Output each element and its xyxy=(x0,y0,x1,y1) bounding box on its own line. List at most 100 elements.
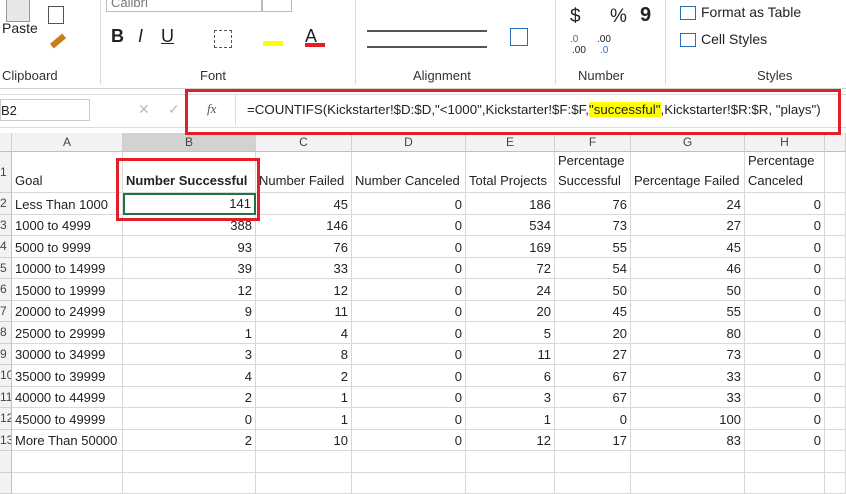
column-header: C xyxy=(256,133,352,152)
header-cell: Total Projects xyxy=(466,152,555,193)
cell: 1 xyxy=(466,408,555,430)
cell: 76 xyxy=(555,193,631,215)
cell xyxy=(825,215,846,237)
cell: 3 xyxy=(123,344,256,366)
cell: 93 xyxy=(123,236,256,258)
italic-button[interactable]: I xyxy=(138,26,143,47)
cell: 40000 to 44999 xyxy=(12,387,123,409)
cell: 10000 to 14999 xyxy=(12,258,123,280)
cell: 27 xyxy=(631,215,745,237)
row-header: 5 xyxy=(0,258,12,280)
cell xyxy=(825,236,846,258)
cell: 8 xyxy=(256,344,352,366)
row-header: 2 xyxy=(0,193,12,215)
currency-button[interactable]: $ xyxy=(570,6,581,28)
underline-button[interactable]: U xyxy=(161,26,174,47)
cell-styles[interactable]: Cell Styles xyxy=(701,31,767,47)
cell xyxy=(825,301,846,323)
cell: 0 xyxy=(745,236,825,258)
format-as-table[interactable]: Format as Table xyxy=(701,4,801,20)
cell: 146 xyxy=(256,215,352,237)
align-buttons[interactable] xyxy=(367,30,487,48)
cell: 534 xyxy=(466,215,555,237)
bold-button[interactable]: B xyxy=(111,26,124,47)
cell: 72 xyxy=(466,258,555,280)
cell xyxy=(825,344,846,366)
cell: 0 xyxy=(745,430,825,452)
cell: 45000 to 49999 xyxy=(12,408,123,430)
cell: 5 xyxy=(466,322,555,344)
format-painter[interactable] xyxy=(50,34,66,49)
increase-decimal[interactable]: .0 xyxy=(570,34,578,45)
cancel[interactable]: ✕ xyxy=(138,101,150,118)
cell: 4 xyxy=(256,322,352,344)
cell: 0 xyxy=(745,258,825,280)
paste-icon[interactable] xyxy=(6,0,30,22)
row-header: 12 xyxy=(0,408,12,430)
comma-button[interactable]: 9 xyxy=(640,4,651,27)
enter[interactable]: ✓ xyxy=(168,101,180,118)
percent-button[interactable]: % xyxy=(610,6,627,28)
header-cell: Goal xyxy=(12,152,123,193)
cell: 33 xyxy=(256,258,352,280)
cell: 50 xyxy=(555,279,631,301)
cell: 67 xyxy=(555,387,631,409)
fill-color-button[interactable] xyxy=(263,41,283,46)
font-box[interactable]: Calibri xyxy=(106,0,262,12)
cell: 1 xyxy=(256,408,352,430)
row-header: 8 xyxy=(0,322,12,344)
cell: 24 xyxy=(466,279,555,301)
cell: 0 xyxy=(352,236,466,258)
increase-decimal-b[interactable]: .00 xyxy=(572,45,586,56)
group-label: Styles xyxy=(757,68,792,83)
cell: 76 xyxy=(256,236,352,258)
row-header xyxy=(0,451,12,473)
cell: 2 xyxy=(256,365,352,387)
header-cell: Percentage Failed xyxy=(631,152,745,193)
row-header: 9 xyxy=(0,344,12,366)
borders-button[interactable] xyxy=(214,30,232,48)
cell: 0 xyxy=(352,279,466,301)
cell: 0 xyxy=(745,344,825,366)
cell: 35000 to 39999 xyxy=(12,365,123,387)
cell: 0 xyxy=(352,430,466,452)
row-header: 3 xyxy=(0,215,12,237)
cell: 0 xyxy=(745,193,825,215)
paste-label[interactable]: Paste xyxy=(2,20,38,36)
name-box[interactable]: B2 xyxy=(0,99,90,121)
highlight-box xyxy=(185,89,841,135)
group-label: Alignment xyxy=(413,68,471,83)
cell: 12 xyxy=(123,279,256,301)
column-header: E xyxy=(466,133,555,152)
cell xyxy=(631,451,745,473)
cell: 24 xyxy=(631,193,745,215)
decrease-decimal-b[interactable]: .0 xyxy=(600,45,608,56)
cell xyxy=(12,451,123,473)
cell: 15000 to 19999 xyxy=(12,279,123,301)
cell: 6 xyxy=(466,365,555,387)
excel-window: Paste Calibri B I U A $ % 9 .0 .00 .00 .… xyxy=(0,0,846,476)
decrease-decimal[interactable]: .00 xyxy=(597,34,611,45)
cell: 39 xyxy=(123,258,256,280)
cell: 10 xyxy=(256,430,352,452)
cell xyxy=(825,193,846,215)
cell: 11 xyxy=(466,344,555,366)
copy-icon[interactable] xyxy=(48,6,64,24)
column-header: A xyxy=(12,133,123,152)
header-cell: Number Canceled xyxy=(352,152,466,193)
header-cell: Number Failed xyxy=(256,152,352,193)
merge-button[interactable] xyxy=(510,28,528,46)
cell: 45 xyxy=(631,236,745,258)
cell: 20 xyxy=(555,322,631,344)
cell: 67 xyxy=(555,365,631,387)
font-color-bar xyxy=(305,43,325,47)
row-header: 4 xyxy=(0,236,12,258)
font-size-box[interactable] xyxy=(262,0,292,12)
cell: 0 xyxy=(745,215,825,237)
cell: 186 xyxy=(466,193,555,215)
cell: 33 xyxy=(631,387,745,409)
column-header: G xyxy=(631,133,745,152)
cell: 12 xyxy=(256,279,352,301)
cell: 0 xyxy=(352,408,466,430)
cell xyxy=(825,387,846,409)
